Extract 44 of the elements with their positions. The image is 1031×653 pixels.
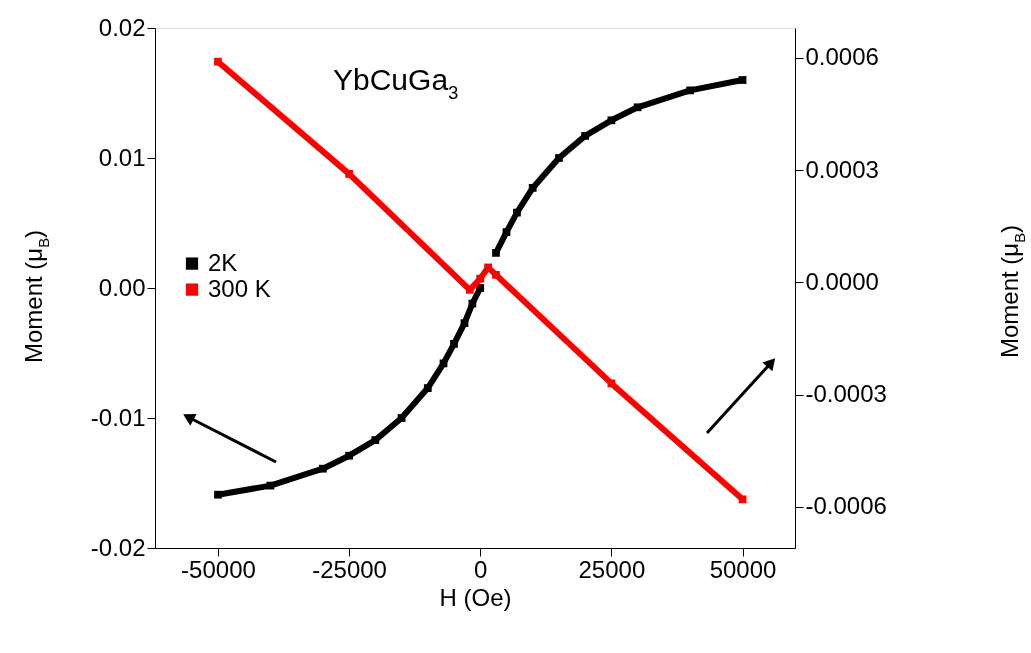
y-tick-label: -0.01 [90, 403, 146, 431]
point [214, 490, 222, 499]
point [686, 86, 694, 95]
point [214, 57, 222, 66]
x-tick-label: -25000 [312, 555, 387, 583]
legend-label: 300 K [208, 274, 271, 302]
x-tick-label: -50000 [181, 555, 256, 583]
legend-label: 2K [208, 248, 238, 276]
point [492, 249, 500, 257]
point [345, 451, 353, 460]
y2-tick-label: -0.0006 [805, 492, 887, 520]
point [633, 103, 642, 112]
point [528, 184, 537, 192]
point [397, 414, 406, 422]
point [423, 384, 432, 392]
point [607, 116, 616, 125]
point [450, 340, 458, 348]
y2-tick-label: 0.0006 [805, 43, 879, 71]
y2-tick-label: -0.0003 [805, 380, 887, 408]
y2-tick-label: 0.0000 [805, 267, 879, 295]
point [319, 464, 327, 473]
x-tick-label: 0 [474, 555, 488, 583]
y-tick-label: 0.00 [98, 273, 146, 301]
point [555, 154, 563, 162]
point [502, 228, 511, 236]
x-axis-title: H (Oe) [439, 583, 512, 611]
y2-axis-title: Moment (μB) [996, 224, 1029, 358]
point [513, 208, 521, 217]
point [345, 170, 353, 178]
point [460, 319, 469, 327]
x-tick-label: 25000 [578, 555, 646, 583]
y-tick-label: 0.02 [98, 13, 146, 41]
y2-tick-label: 0.0003 [805, 155, 879, 183]
point [581, 132, 590, 140]
x-tick-label: 50000 [709, 555, 777, 583]
y-axis-title: Moment (μB) [20, 229, 53, 363]
y-tick-label: 0.01 [98, 143, 146, 171]
point [738, 495, 747, 504]
point [476, 274, 485, 283]
y-tick-label: -0.02 [90, 533, 146, 561]
point [738, 76, 747, 84]
point [476, 284, 485, 292]
point [371, 436, 380, 444]
point [492, 271, 500, 279]
